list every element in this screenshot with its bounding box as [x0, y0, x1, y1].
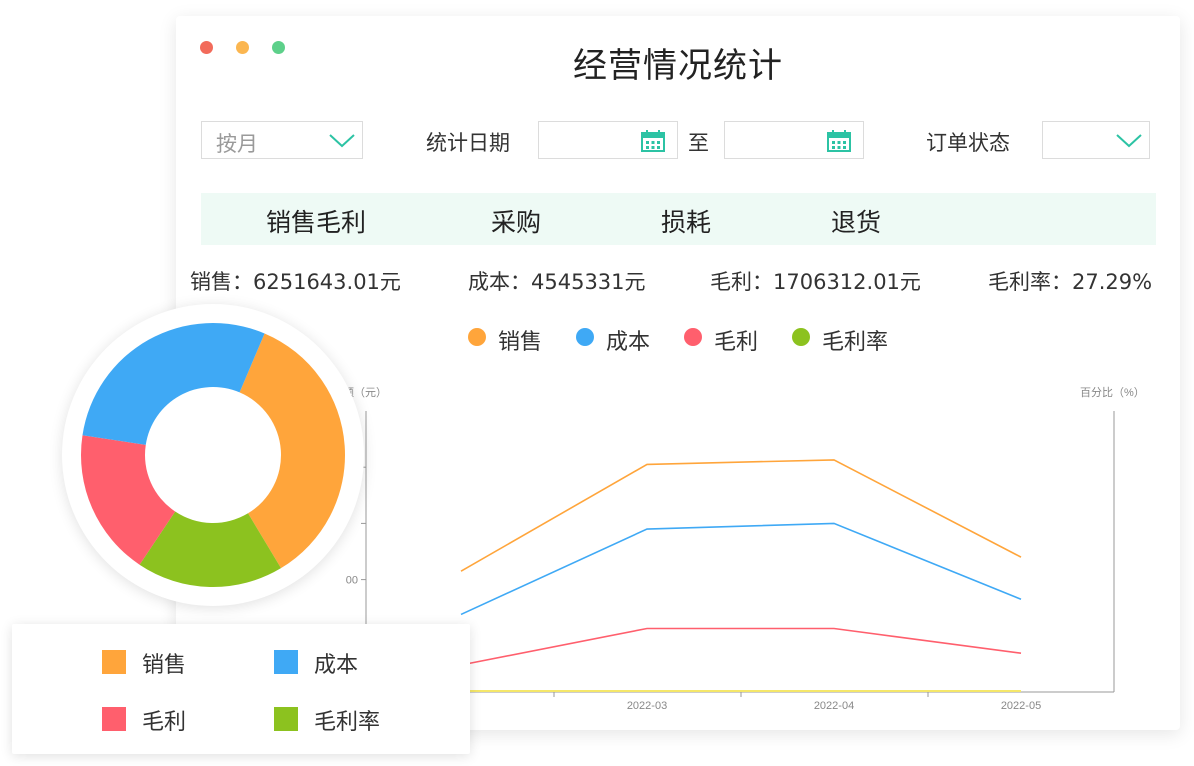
legend-profit[interactable]: 毛利 — [714, 330, 759, 355]
y2-axis-label: 百分比（%） — [1080, 386, 1145, 399]
legend-sales[interactable]: 销售 — [498, 330, 543, 355]
donut-legend-cost[interactable]: 成本 — [314, 653, 359, 678]
status-select[interactable] — [1042, 121, 1150, 159]
donut-legend: 销售 成本 毛利 毛利率 — [12, 624, 470, 754]
x-tick-label: 2022-04 — [814, 700, 854, 712]
donut-legend-cost-swatch — [274, 650, 298, 674]
stat-margin: 毛利率：27.29% — [988, 270, 1153, 294]
y-axis-label: 额（元） — [343, 386, 387, 399]
stat-profit: 毛利：1706312.01元 — [710, 270, 921, 294]
donut-legend-profit-swatch — [102, 707, 126, 731]
donut-legend-sales-swatch — [102, 650, 126, 674]
x-tick-label: 2022-03 — [627, 700, 667, 712]
to-label: 至 — [688, 131, 709, 155]
legend-cost[interactable]: 成本 — [606, 330, 651, 355]
stat-cost: 成本：4545331元 — [468, 270, 646, 294]
close-dot-icon[interactable] — [200, 41, 213, 54]
series-line-2 — [460, 522, 1022, 616]
donut-slice-4 — [139, 511, 281, 587]
report-tabs: 销售毛利 采购 损耗 退货 — [201, 193, 1156, 245]
series-line-1 — [460, 459, 1022, 572]
donut-slice-3 — [81, 435, 176, 565]
period-select[interactable]: 按月 — [201, 121, 363, 159]
donut-slice-2 — [82, 323, 265, 445]
maximize-dot-icon[interactable] — [272, 41, 285, 54]
legend-sales-dot — [468, 328, 486, 346]
calendar-icon[interactable] — [641, 130, 665, 152]
end-date-input[interactable] — [724, 121, 864, 159]
tab-returns[interactable]: 退货 — [831, 208, 882, 237]
donut-card — [62, 304, 364, 606]
x-tick-label: 2022-05 — [1001, 700, 1041, 712]
chevron-down-icon — [329, 134, 355, 148]
report-window: 经营情况统计 按月 统计日期 至 订单状态 — [176, 16, 1180, 730]
start-date-input[interactable] — [538, 121, 678, 159]
donut-slice-1 — [239, 333, 346, 569]
page-title: 经营情况统计 — [573, 46, 783, 86]
donut-chart — [81, 323, 346, 587]
period-select-value: 按月 — [216, 132, 258, 156]
legend-margin-dot — [792, 328, 810, 346]
chevron-down-icon — [1116, 134, 1142, 148]
donut-legend-sales[interactable]: 销售 — [142, 653, 187, 678]
stat-sales: 销售：6251643.01元 — [190, 270, 401, 294]
tab-purchase[interactable]: 采购 — [491, 208, 542, 237]
series-line-3 — [460, 627, 1022, 666]
donut-legend-margin[interactable]: 毛利率 — [314, 710, 381, 735]
legend-cost-dot — [576, 328, 594, 346]
donut-legend-margin-swatch — [274, 707, 298, 731]
legend-margin[interactable]: 毛利率 — [822, 330, 889, 355]
y-tick-label: 00 — [346, 575, 358, 587]
date-label: 统计日期 — [426, 131, 510, 155]
calendar-icon[interactable] — [827, 130, 851, 152]
status-label: 订单状态 — [926, 131, 1010, 155]
tab-loss[interactable]: 损耗 — [661, 208, 712, 237]
tab-sales-profit[interactable]: 销售毛利 — [266, 208, 367, 237]
donut-legend-profit[interactable]: 毛利 — [142, 710, 187, 735]
minimize-dot-icon[interactable] — [236, 41, 249, 54]
legend-profit-dot — [684, 328, 702, 346]
